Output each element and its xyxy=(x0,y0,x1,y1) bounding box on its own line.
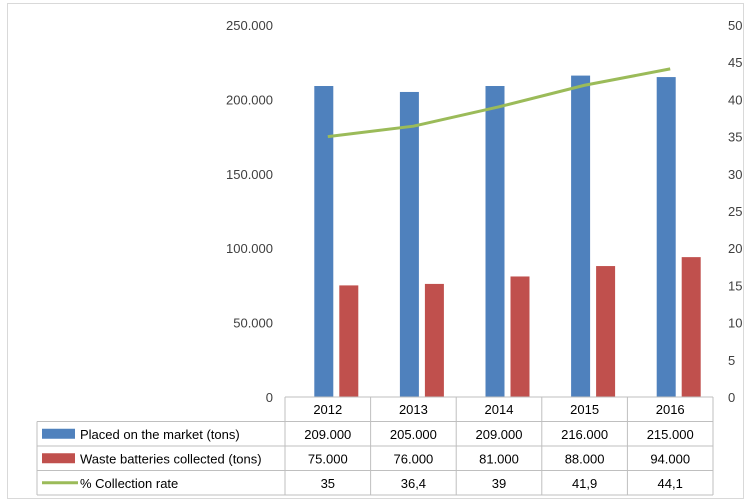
chart-frame xyxy=(7,3,744,499)
table-value-cell: 41,9 xyxy=(572,476,597,491)
bar-waste-collected xyxy=(681,257,701,397)
bars xyxy=(314,75,701,398)
collection-rate-line xyxy=(327,67,671,139)
legend-key-swatch xyxy=(42,428,75,439)
right-axis-tick-label: 30 xyxy=(728,167,742,182)
bar-placed-on-market xyxy=(485,86,505,398)
left-axis-tick-label: 100.000 xyxy=(226,241,273,256)
left-axis-tick-label: 200.000 xyxy=(226,92,273,107)
bar-placed-on-market xyxy=(399,91,419,398)
bar-waste-collected xyxy=(596,266,616,397)
left-axis-tick-label: 250.000 xyxy=(226,18,273,33)
legend-key-swatch xyxy=(42,453,75,464)
left-axis-tick-label: 50.000 xyxy=(233,316,273,331)
right-axis-tick-label: 35 xyxy=(728,130,742,145)
left-axis-labels: 0 50.000 100.000 150.000 200.000 250.000 xyxy=(226,18,273,405)
bar-placed-on-market xyxy=(571,75,591,397)
bar-waste-collected xyxy=(510,276,530,397)
table-value-cell: 205.000 xyxy=(390,427,437,442)
table-value-cell: 216.000 xyxy=(561,427,608,442)
legend-series-name: % Collection rate xyxy=(80,476,178,491)
table-value-cell: 76.000 xyxy=(394,451,434,466)
table-value-cell: 94.000 xyxy=(650,451,690,466)
legend-series-name: Placed on the market (tons) xyxy=(80,427,240,442)
table-value-cell: 39 xyxy=(492,476,506,491)
legend-series-name: Waste batteries collected (tons) xyxy=(80,451,262,466)
table-header-cell: 2016 xyxy=(656,402,685,417)
data-table: 2012 2013 2014 2015 2016 Placed on the market… xyxy=(36,396,714,496)
table-value-cell: 36,4 xyxy=(401,476,426,491)
right-axis-tick-label: 15 xyxy=(728,278,742,293)
bar-waste-collected xyxy=(339,285,359,397)
left-axis-tick-label: 0 xyxy=(266,390,273,405)
table-header-cell: 2013 xyxy=(399,402,428,417)
table-value-cell: 209.000 xyxy=(476,427,523,442)
table-value-cell: 35 xyxy=(321,476,335,491)
table-value-cell: 75.000 xyxy=(308,451,348,466)
right-axis-tick-label: 45 xyxy=(728,55,742,70)
table-value-cell: 209.000 xyxy=(304,427,351,442)
bar-waste-collected xyxy=(424,283,444,397)
right-axis-tick-label: 40 xyxy=(728,92,742,107)
right-axis-tick-label: 10 xyxy=(728,316,742,331)
right-axis-tick-label: 20 xyxy=(728,241,742,256)
table-header-cell: 2012 xyxy=(313,402,342,417)
line-series xyxy=(327,67,671,139)
right-axis-tick-label: 25 xyxy=(728,204,742,219)
table-value-cell: 215.000 xyxy=(647,427,694,442)
right-axis-tick-label: 50 xyxy=(728,18,742,33)
table-value-cell: 88.000 xyxy=(565,451,605,466)
right-axis-labels: 0 5 10 15 20 25 30 35 40 45 50 xyxy=(728,18,742,405)
left-axis-tick-label: 150.000 xyxy=(226,167,273,182)
right-axis-tick-label: 5 xyxy=(728,353,735,368)
right-axis-tick-label: 0 xyxy=(728,390,735,405)
table-value-cell: 44,1 xyxy=(658,476,683,491)
bar-placed-on-market xyxy=(314,86,334,398)
table-header-cell: 2015 xyxy=(570,402,599,417)
bar-placed-on-market xyxy=(656,77,676,397)
table-header-cell: 2014 xyxy=(485,402,514,417)
table-value-cell: 81.000 xyxy=(479,451,519,466)
